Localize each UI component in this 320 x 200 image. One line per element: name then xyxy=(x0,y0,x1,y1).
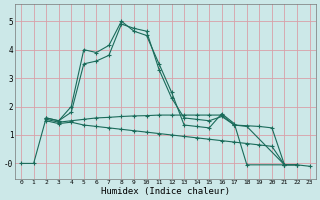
X-axis label: Humidex (Indice chaleur): Humidex (Indice chaleur) xyxy=(101,187,230,196)
